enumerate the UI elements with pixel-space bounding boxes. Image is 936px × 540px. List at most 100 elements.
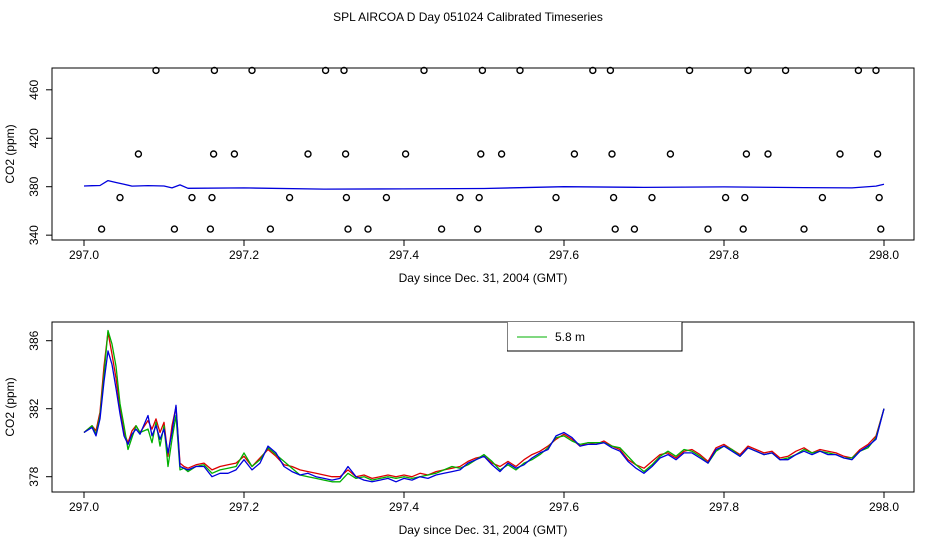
- data-point: [534, 225, 543, 233]
- y-tick-label: 378: [27, 466, 41, 486]
- data-point: [742, 150, 751, 158]
- data-point: [188, 193, 196, 202]
- x-tick-label: 297.6: [549, 500, 579, 514]
- data-point: [210, 66, 219, 75]
- bottom-x-ticks: 297.0 297.2 297.4 297.6 297.8 298.0: [69, 492, 899, 514]
- x-tick-label: 298.0: [869, 248, 899, 262]
- data-point: [666, 150, 675, 158]
- legend-label-2-8m: 2.8 m: [555, 310, 585, 324]
- series-line-0: [83, 179, 885, 190]
- page-title: SPL AIRCOA D Day 051024 Calibrated Times…: [333, 10, 603, 24]
- data-point: [552, 193, 560, 202]
- data-point: [420, 66, 428, 75]
- data-point: [341, 150, 350, 158]
- data-point: [437, 225, 446, 233]
- data-point: [741, 193, 749, 202]
- x-tick-label: 297.2: [229, 500, 259, 514]
- data-point: [152, 66, 160, 75]
- x-tick-label: 297.8: [709, 248, 739, 262]
- data-point: [208, 193, 216, 202]
- data-point: [382, 193, 391, 202]
- data-point: [116, 193, 124, 202]
- data-point: [739, 225, 747, 233]
- data-point: [685, 66, 694, 75]
- data-point: [97, 225, 106, 233]
- data-point: [134, 150, 143, 158]
- top-plot-frame: [51, 67, 915, 241]
- bottom-x-axis-label: Day since Dec. 31, 2004 (GMT): [399, 523, 568, 537]
- data-point: [875, 193, 883, 202]
- top-y-axis-label: CO2 (ppm): [3, 124, 17, 183]
- data-point: [340, 66, 348, 75]
- data-point: [456, 193, 464, 202]
- bottom-y-axis-label: CO2 (ppm): [3, 377, 17, 436]
- legend-box: [507, 322, 683, 352]
- data-point: [589, 66, 597, 75]
- x-tick-label: 297.0: [69, 500, 99, 514]
- top-y-ticks: 340 380 420 460: [27, 79, 52, 245]
- x-tick-label: 297.0: [69, 248, 99, 262]
- data-point: [497, 150, 506, 158]
- data-point: [285, 193, 294, 202]
- data-point: [873, 150, 882, 158]
- bottom-series: [83, 329, 885, 483]
- data-point: [611, 225, 619, 233]
- data-point: [764, 150, 772, 158]
- data-point: [401, 150, 410, 158]
- series-line-5-8-m: [83, 329, 885, 483]
- top-x-ticks: 297.0 297.2 297.4 297.6 297.8 298.0: [69, 240, 899, 262]
- data-point: [516, 66, 524, 75]
- data-point: [230, 150, 239, 158]
- legend-label-5-8m: 5.8 m: [555, 330, 585, 344]
- bottom-plot-frame: [51, 321, 915, 493]
- data-point: [570, 150, 579, 158]
- data-point: [344, 225, 352, 233]
- data-point: [781, 66, 790, 75]
- top-panel: 297.0 297.2 297.4 297.6 297.8 298.0 340 380 420…: [3, 66, 915, 285]
- data-point: [364, 225, 372, 233]
- data-point: [721, 193, 730, 202]
- top-series: [83, 179, 885, 190]
- x-tick-label: 297.4: [389, 248, 419, 262]
- data-point: [473, 225, 482, 233]
- data-point: [648, 193, 656, 202]
- data-point: [209, 150, 218, 158]
- data-point: [854, 66, 863, 75]
- series-line-9-4-m: [83, 350, 885, 483]
- legend-label-9-4m: 9.4 m: [639, 310, 669, 324]
- data-point: [836, 150, 844, 158]
- data-point: [818, 193, 827, 202]
- data-point: [744, 66, 752, 75]
- y-tick-label: 380: [27, 176, 41, 196]
- y-tick-label: 340: [27, 225, 41, 245]
- data-point: [800, 225, 808, 233]
- data-point: [206, 225, 215, 233]
- data-point: [248, 66, 256, 75]
- bottom-panel: 297.0 297.2 297.4 297.6 297.8 298.0 378 382 386…: [3, 310, 915, 537]
- x-tick-label: 297.6: [549, 248, 579, 262]
- y-tick-label: 460: [27, 79, 41, 99]
- data-point: [606, 66, 615, 75]
- x-tick-label: 297.4: [389, 500, 419, 514]
- y-tick-label: 420: [27, 128, 41, 148]
- data-point: [321, 66, 330, 75]
- data-point: [609, 193, 618, 202]
- data-point: [342, 193, 351, 202]
- data-point: [170, 225, 179, 233]
- legend: 2.8 m 5.8 m 9.4 m: [507, 310, 683, 352]
- x-tick-label: 297.2: [229, 248, 259, 262]
- x-tick-label: 297.8: [709, 500, 739, 514]
- top-x-axis-label: Day since Dec. 31, 2004 (GMT): [399, 271, 568, 285]
- top-points: [97, 66, 885, 233]
- y-tick-label: 382: [27, 398, 41, 418]
- data-point: [877, 225, 885, 233]
- data-point: [304, 150, 312, 158]
- data-point: [704, 225, 712, 233]
- x-tick-label: 298.0: [869, 500, 899, 514]
- y-tick-label: 386: [27, 330, 41, 350]
- data-point: [872, 66, 880, 75]
- data-point: [630, 225, 639, 233]
- data-point: [266, 225, 275, 233]
- data-point: [475, 193, 483, 202]
